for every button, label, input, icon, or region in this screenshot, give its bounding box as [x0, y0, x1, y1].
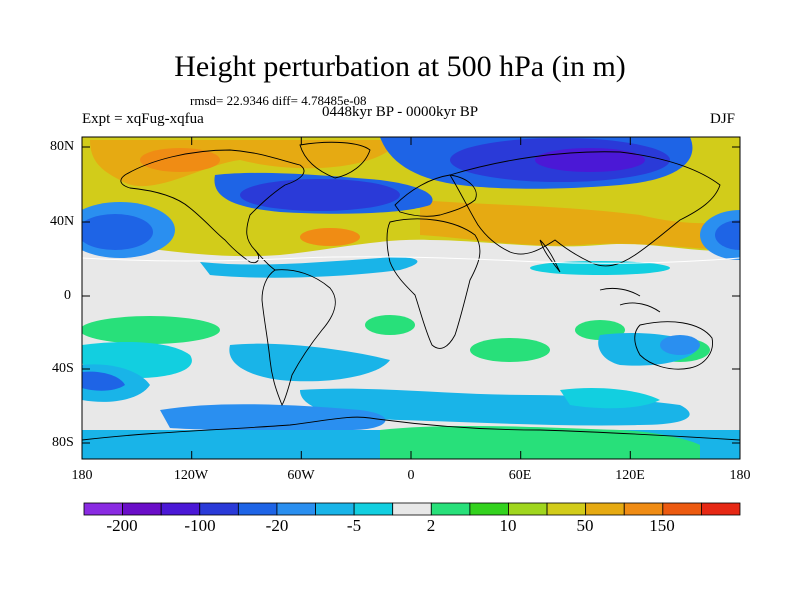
- lon-label: 180: [71, 468, 93, 483]
- colorbar-swatch: [392, 502, 432, 516]
- lon-label: 60E: [508, 468, 532, 483]
- contour-field: [82, 137, 740, 459]
- colorbar-label: -20: [265, 516, 289, 535]
- zero-contours: [82, 256, 740, 264]
- coastlines: [82, 141, 740, 441]
- lon-label: 120W: [173, 468, 209, 483]
- lat-label: 0: [64, 288, 71, 303]
- lon-label: 180: [729, 468, 751, 483]
- lon-label: 120E: [615, 468, 645, 483]
- season-label: DJF: [710, 111, 736, 127]
- lon-label: 60W: [287, 468, 315, 483]
- colorbar-swatch: [430, 502, 471, 516]
- colorbar-label: 2: [426, 516, 436, 535]
- colorbar-swatch: [237, 502, 278, 516]
- colorbar-swatch: [160, 502, 201, 516]
- colorbar-label: -5: [346, 516, 362, 535]
- colorbar-swatch: [199, 502, 239, 516]
- colorbar-swatch: [508, 502, 548, 516]
- colorbar-label: -100: [184, 516, 216, 535]
- colorbar-swatch: [122, 502, 162, 516]
- colorbar-swatch: [276, 502, 316, 516]
- colorbar-swatch: [585, 502, 625, 516]
- colorbar-label: 50: [576, 516, 594, 535]
- colorbar-swatch: [353, 502, 394, 516]
- lat-label: 40N: [50, 214, 75, 229]
- lat-label: 80N: [50, 139, 75, 154]
- colorbar-swatch: [83, 502, 123, 516]
- colorbar: [83, 502, 741, 516]
- colorbar-swatch: [662, 502, 702, 516]
- lat-label: 80S: [52, 435, 74, 450]
- stats-line: rmsd= 22.9346 diff= 4.78485e-08: [190, 93, 367, 108]
- experiment-label: Expt = xqFug-xqfua: [82, 111, 204, 127]
- period-label: 0448kyr BP - 0000kyr BP: [322, 104, 479, 120]
- colorbar-label: 150: [649, 516, 675, 535]
- colorbar-swatch: [701, 502, 741, 516]
- lat-label: 40S: [52, 361, 74, 376]
- map-title: Height perturbation at 500 hPa (in m): [174, 50, 626, 83]
- colorbar-swatch: [623, 502, 664, 516]
- colorbar-label: 10: [499, 516, 517, 535]
- lon-label: 0: [407, 468, 415, 483]
- colorbar-label: -200: [106, 516, 138, 535]
- colorbar-swatch: [315, 502, 355, 516]
- colorbar-swatch: [546, 502, 587, 516]
- colorbar-swatch: [469, 502, 509, 516]
- axis-ticks: [81, 137, 741, 459]
